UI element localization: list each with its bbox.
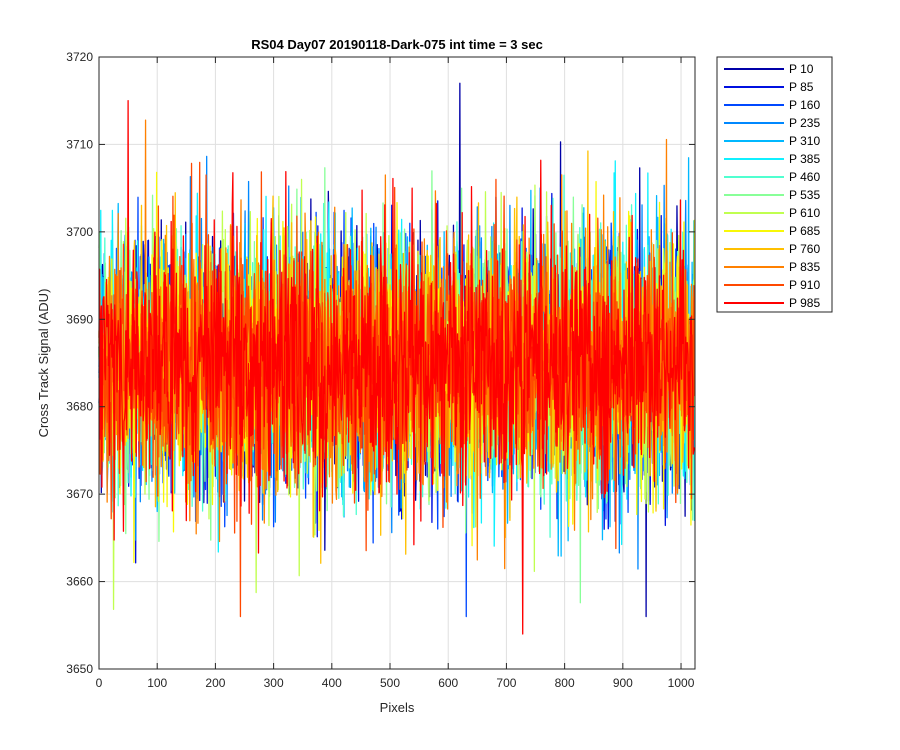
y-tick-label: 3670 [66, 487, 93, 501]
x-axis-label: Pixels [380, 700, 415, 715]
legend-label: P 85 [789, 80, 814, 94]
y-tick-label: 3700 [66, 225, 93, 239]
x-tick-label: 300 [264, 676, 284, 690]
legend-label: P 610 [789, 206, 820, 220]
x-tick-label: 600 [438, 676, 458, 690]
legend-label: P 460 [789, 170, 820, 184]
legend-label: P 835 [789, 260, 820, 274]
y-tick-label: 3720 [66, 50, 93, 64]
x-tick-label: 700 [496, 676, 516, 690]
series-layer [98, 82, 696, 635]
y-axis-label: Cross Track Signal (ADU) [36, 289, 51, 438]
legend-label: P 10 [789, 62, 814, 76]
x-tick-label: 500 [380, 676, 400, 690]
y-tick-label: 3660 [66, 575, 93, 589]
legend-box [716, 56, 833, 313]
legend-label: P 310 [789, 134, 820, 148]
x-tick-label: 400 [322, 676, 342, 690]
legend-label: P 685 [789, 224, 820, 238]
x-tick-label: 800 [555, 676, 575, 690]
y-tick-label: 3650 [66, 662, 93, 676]
legend-label: P 535 [789, 188, 820, 202]
x-tick-label: 100 [147, 676, 167, 690]
x-tick-label: 0 [96, 676, 103, 690]
legend-label: P 160 [789, 98, 820, 112]
chart-title: RS04 Day07 20190118-Dark-075 int time = … [251, 37, 543, 52]
legend-label: P 385 [789, 152, 820, 166]
x-tick-label: 900 [613, 676, 633, 690]
x-tick-label: 200 [205, 676, 225, 690]
axis-ticks: 0 100 200 300 400 500 600 700 800 900 1000 3650 3660… [66, 50, 695, 690]
legend-label: P 985 [789, 296, 820, 310]
legend-label: P 760 [789, 242, 820, 256]
y-tick-label: 3710 [66, 137, 93, 151]
x-tick-label: 1000 [668, 676, 695, 690]
legend-label: P 235 [789, 116, 820, 130]
y-tick-label: 3690 [66, 312, 93, 326]
series-line-p-985 [98, 100, 696, 635]
legend-label: P 910 [789, 278, 820, 292]
legend: P 10 P 85 P 160 P 235 P 310 P 385 P 460 P 535 P … [716, 56, 833, 313]
y-tick-label: 3680 [66, 400, 93, 414]
plot-frame [98, 56, 696, 670]
